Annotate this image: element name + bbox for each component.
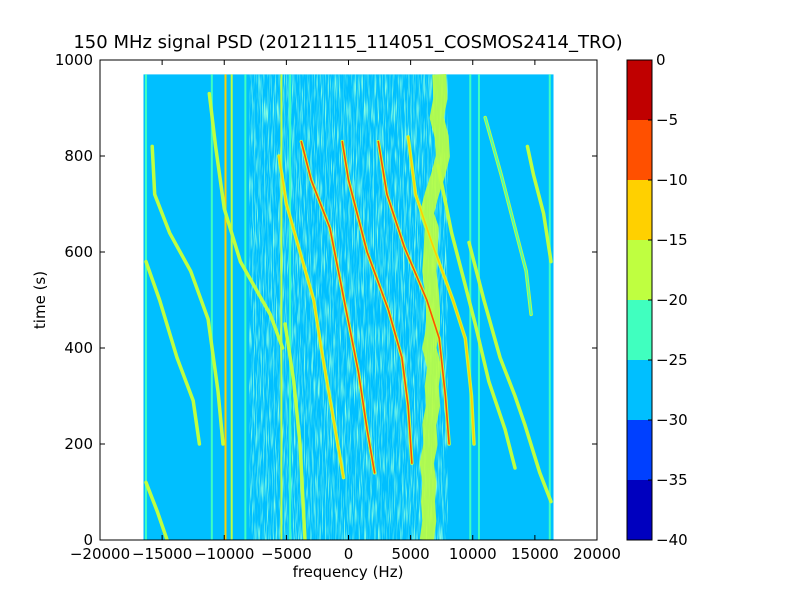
colorbar-tick-label: −10 <box>656 171 688 189</box>
drifting-carrier <box>284 323 306 540</box>
drifting-carrier <box>341 140 413 464</box>
colorbar-tick-label: −25 <box>656 351 688 369</box>
heatmap-layer <box>143 74 554 540</box>
drifting-carrier <box>484 116 532 316</box>
colorbar-ticks: −40 −35 −30 −25 −20 −15 −10 −5 0 <box>648 51 688 549</box>
x-tick-label: 20000 <box>573 545 621 563</box>
colorbar-swatch <box>627 60 652 120</box>
colorbar-tick-label: −15 <box>656 231 688 249</box>
y-tick-label: 1000 <box>55 51 93 69</box>
colorbar-tick-label: −40 <box>656 531 688 549</box>
x-tick-label: −20000 <box>70 545 130 563</box>
colorbar-swatches <box>627 60 652 540</box>
y-tick-label: 400 <box>64 339 93 357</box>
drifting-carrier <box>526 145 552 263</box>
drifting-carrier <box>151 145 224 445</box>
x-tick-label: −15000 <box>132 545 192 563</box>
colorbar-tick-label: −20 <box>656 291 688 309</box>
colorbar-tick-label: −30 <box>656 411 688 429</box>
drifting-carrier <box>208 92 284 349</box>
y-tick-label: 600 <box>64 243 93 261</box>
x-tick-label: −10000 <box>194 545 254 563</box>
colorbar-swatch <box>627 300 652 360</box>
x-tick-label: 10000 <box>449 545 497 563</box>
colorbar-swatch <box>627 360 652 420</box>
colorbar-tick-label: −5 <box>656 111 678 129</box>
y-axis-ticks: 0 200 400 600 800 1000 <box>55 51 597 549</box>
x-tick-label: 0 <box>344 545 354 563</box>
drifting-carrier <box>145 481 168 540</box>
drifting-carrier <box>300 140 376 474</box>
drifting-carrier <box>377 140 450 445</box>
drifting-carrier <box>278 155 345 479</box>
wandering-signal <box>419 74 450 540</box>
colorbar-swatch <box>627 480 652 540</box>
y-tick-label: 800 <box>64 147 93 165</box>
x-axis-ticks: −20000 −15000 −10000 −5000 0 5000 10000 15000 20… <box>70 60 621 563</box>
x-axis-label: frequency (Hz) <box>293 563 404 581</box>
drifting-carrier <box>145 260 201 445</box>
y-axis-label: time (s) <box>31 271 49 329</box>
drifting-carrier <box>468 241 552 503</box>
x-tick-label: 15000 <box>511 545 559 563</box>
drifting-carrier <box>407 136 475 445</box>
colorbar-tick-label: −35 <box>656 471 688 489</box>
y-tick-label: 200 <box>64 435 93 453</box>
drifting-carrier <box>437 164 516 469</box>
chart-title: 150 MHz signal PSD (20121115_114051_COSM… <box>73 32 622 53</box>
y-tick-label: 0 <box>83 531 93 549</box>
plot-area: −20000 −15000 −10000 −5000 0 5000 10000 15000 20… <box>55 51 621 563</box>
colorbar-swatch <box>627 240 652 300</box>
noise-band <box>249 74 448 540</box>
x-tick-label: 5000 <box>392 545 430 563</box>
colorbar-tick-label: 0 <box>656 51 666 69</box>
x-tick-label: −5000 <box>261 545 312 563</box>
colorbar-swatch <box>627 420 652 480</box>
colorbar: −40 −35 −30 −25 −20 −15 −10 −5 0 <box>626 51 688 549</box>
colorbar-swatch <box>627 120 652 180</box>
colorbar-swatch <box>627 180 652 240</box>
